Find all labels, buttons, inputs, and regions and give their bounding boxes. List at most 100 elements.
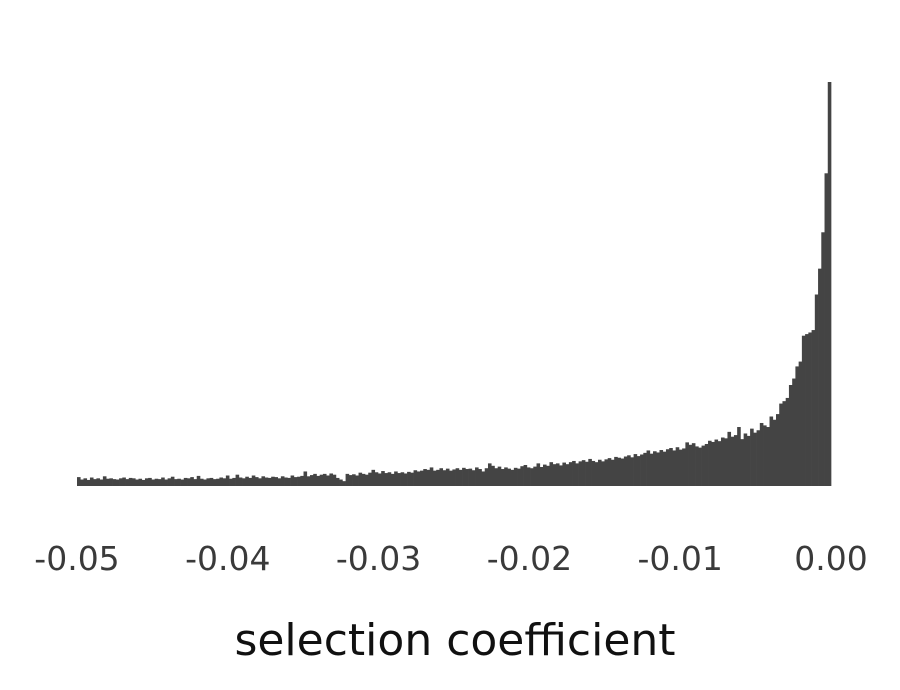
histogram-bar xyxy=(824,173,829,487)
histogram-bar xyxy=(643,452,647,486)
histogram-bar xyxy=(310,475,314,486)
histogram-bar xyxy=(759,422,764,486)
histogram-bar xyxy=(484,468,489,486)
histogram-bar xyxy=(313,473,317,486)
histogram-bar xyxy=(623,456,628,486)
histogram-bar xyxy=(821,232,825,486)
histogram-bar xyxy=(394,471,398,486)
histogram-bar xyxy=(471,470,476,486)
histogram-bar xyxy=(649,453,654,486)
histogram-bar xyxy=(261,476,266,486)
histogram-bar xyxy=(245,476,249,486)
histogram-bar xyxy=(636,456,641,486)
histogram-bar xyxy=(753,432,757,486)
histogram-bar xyxy=(708,440,712,486)
histogram-bar xyxy=(546,465,550,486)
x-tick-label: -0.01 xyxy=(638,539,723,578)
histogram-bar xyxy=(478,469,482,486)
histogram-bar xyxy=(827,82,832,486)
histogram-bar xyxy=(491,465,495,486)
histogram-bar xyxy=(526,467,531,486)
histogram-bar xyxy=(701,445,706,486)
histogram-bar xyxy=(523,464,528,486)
histogram-bar xyxy=(675,447,680,486)
histogram-bar xyxy=(254,477,259,486)
histogram-bar xyxy=(180,479,185,486)
histogram-bar xyxy=(653,451,657,486)
histogram-bar xyxy=(740,439,744,486)
histogram-bar xyxy=(724,438,728,486)
histogram-bar xyxy=(93,479,97,486)
histogram-bar xyxy=(384,473,389,486)
histogram-bar xyxy=(170,476,175,486)
histogram-bar xyxy=(355,475,359,486)
histogram-bar xyxy=(138,478,143,486)
x-tick-label: -0.03 xyxy=(336,539,421,578)
histogram-bar xyxy=(297,476,301,486)
histogram-bar xyxy=(161,477,165,486)
histogram-bar xyxy=(465,469,469,486)
histogram-bar xyxy=(588,458,592,486)
histogram-bar xyxy=(497,466,502,486)
histogram-bar xyxy=(782,401,787,486)
histogram-bar xyxy=(86,479,91,486)
histogram-bar xyxy=(594,462,599,486)
x-axis-title: selection coefficient xyxy=(234,615,675,666)
histogram-bar xyxy=(530,468,534,486)
histogram-bar xyxy=(177,478,181,486)
histogram-bar xyxy=(669,448,673,486)
histogram-bar xyxy=(335,477,340,486)
histogram-bar xyxy=(303,471,308,486)
histogram-bar xyxy=(766,427,770,486)
histogram-bar xyxy=(144,478,149,486)
histogram-bar xyxy=(575,463,579,486)
histogram-bar xyxy=(785,397,790,486)
histogram-bar xyxy=(80,479,84,486)
histogram-bar xyxy=(559,465,563,486)
histogram-bar xyxy=(727,431,732,486)
histogram-bar xyxy=(698,447,702,486)
histogram-bar xyxy=(89,477,94,486)
histogram-bar xyxy=(235,474,240,486)
histogram-bar xyxy=(436,469,440,486)
histogram-bar xyxy=(222,478,227,486)
histogram-bar xyxy=(99,479,104,486)
histogram-bar xyxy=(818,268,822,486)
histogram-bar xyxy=(361,473,366,486)
histogram-bar xyxy=(397,473,401,486)
histogram-bar xyxy=(77,477,81,486)
histogram-bar xyxy=(552,464,557,486)
histogram-bar xyxy=(403,473,408,486)
histogram-bar xyxy=(504,467,508,486)
histogram-bar xyxy=(387,472,392,486)
histogram-bar xyxy=(801,335,806,486)
histogram-bar xyxy=(662,451,667,486)
histogram-bar xyxy=(536,463,541,486)
histogram-bar xyxy=(442,470,447,486)
histogram-bar xyxy=(209,477,214,486)
histogram-bar xyxy=(711,441,715,486)
histogram-bar xyxy=(187,478,191,486)
histogram-bar xyxy=(656,452,660,486)
histogram-bar xyxy=(407,471,411,486)
histogram-bar xyxy=(788,385,793,486)
histogram-bar xyxy=(352,474,356,486)
histogram-bar xyxy=(377,473,382,486)
histogram-bar xyxy=(216,478,220,486)
histogram-bar xyxy=(743,433,748,486)
histogram-bar xyxy=(439,468,444,486)
histogram-bar xyxy=(633,454,638,486)
histogram-bar xyxy=(805,334,809,486)
histogram-bar xyxy=(581,460,586,486)
histogram-bar xyxy=(238,477,243,486)
histogram-bar xyxy=(381,471,385,486)
histogram-bar xyxy=(225,475,230,486)
histogram-bar xyxy=(293,477,298,486)
histogram-bar xyxy=(627,455,631,486)
histogram-bar xyxy=(610,459,615,486)
histogram-bar xyxy=(264,477,269,486)
histogram-bar xyxy=(358,472,363,486)
histogram-bar xyxy=(420,470,424,486)
histogram-bar xyxy=(562,462,566,486)
